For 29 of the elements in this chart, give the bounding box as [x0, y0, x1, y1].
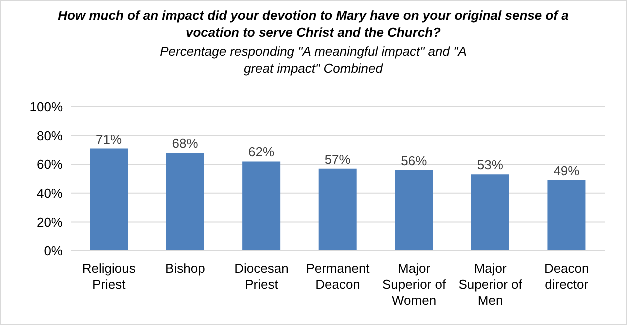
data-label: 62%: [248, 144, 276, 160]
y-tick-label: 40%: [36, 186, 64, 202]
x-tick-label: Diocesan Priest: [234, 261, 289, 292]
data-label: 53%: [477, 158, 504, 173]
y-tick-label: 20%: [36, 214, 64, 230]
data-label: 57%: [324, 152, 352, 167]
x-tick-label: Major Superior of Women: [382, 261, 446, 308]
data-label: 68%: [172, 136, 199, 152]
data-label: 56%: [401, 153, 428, 168]
chart-title: How much of an impact did your devotion to Mary have on your original sense of a vocation to serve Christ and the Church?: [57, 7, 570, 41]
y-tick-label: 80%: [36, 128, 64, 144]
x-tick-label: Major Superior of Men: [458, 261, 523, 308]
data-label: 49%: [554, 163, 580, 178]
x-tick-label: Permanent Deacon: [306, 261, 370, 292]
bar: [318, 168, 357, 251]
y-tick-label: 100%: [30, 100, 64, 115]
x-tick-label: Religious Priest: [82, 261, 136, 292]
bar: [166, 153, 204, 251]
x-tick-label: Deacon director: [544, 261, 590, 292]
y-tick-label: 60%: [36, 157, 64, 172]
bar: [395, 170, 434, 251]
bar: [548, 180, 586, 251]
bar: [90, 148, 128, 251]
x-tick-label: Bishop: [166, 261, 206, 276]
bar: [471, 174, 510, 251]
data-label: 71%: [96, 132, 122, 147]
y-tick-label: 0%: [44, 244, 64, 259]
bar: [242, 162, 281, 251]
chart-subtitle: Percentage responding "A meaningful impact" and "A great impact" Combined: [159, 43, 468, 77]
